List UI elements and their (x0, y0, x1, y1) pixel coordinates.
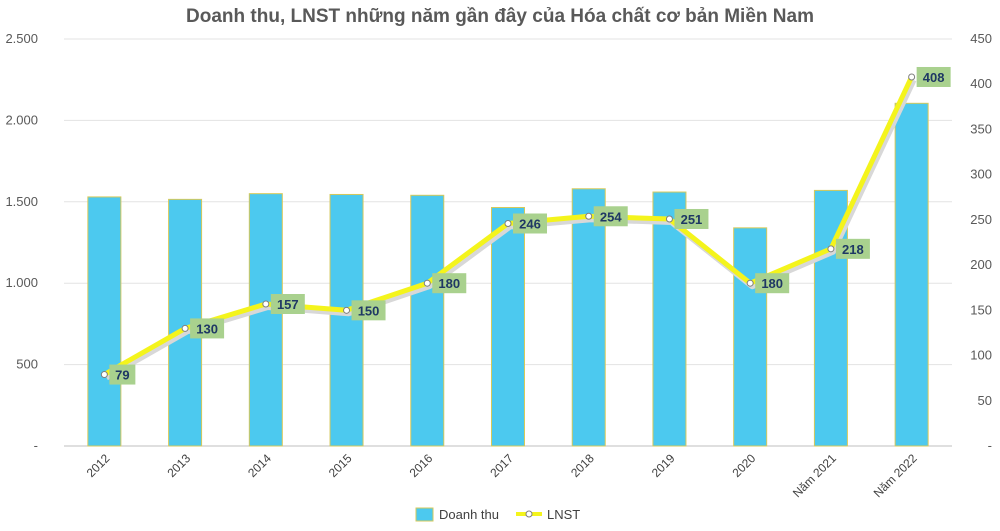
legend-label-lnst: LNST (547, 507, 580, 522)
x-tick-label: Năm 2022 (871, 451, 920, 500)
data-label: 246 (519, 217, 541, 232)
x-tick-label: 2014 (245, 451, 274, 480)
right-tick-label: 150 (970, 302, 992, 317)
bar-series-doanh-thu (87, 102, 929, 447)
x-tick-label: 2018 (568, 451, 597, 480)
legend-swatch-doanh-thu (415, 507, 434, 522)
line-point (181, 324, 189, 332)
data-label-box (835, 238, 870, 259)
data-label-box (190, 318, 225, 339)
right-tick-label: 100 (970, 348, 992, 363)
data-label-box (109, 364, 136, 385)
data-label: 157 (277, 297, 299, 312)
data-label: 254 (600, 209, 622, 224)
left-tick-label: 500 (16, 357, 38, 372)
x-tick-label: Năm 2021 (790, 451, 839, 500)
data-label-box (513, 213, 547, 234)
right-axis: - 50 100 150 200 250 300 350 400 450 (970, 31, 992, 453)
data-label: 150 (358, 303, 380, 318)
x-tick-label: 2017 (487, 451, 516, 480)
bar (652, 191, 687, 447)
data-label-box (593, 206, 628, 227)
line-point (585, 212, 593, 220)
bar (894, 102, 929, 447)
bar (410, 194, 445, 447)
x-tick-label: 2013 (164, 451, 193, 480)
x-tick-label: 2012 (84, 451, 113, 480)
bar (571, 188, 606, 447)
line-point (665, 215, 673, 223)
right-tick-label: 50 (978, 393, 992, 408)
line-point (423, 279, 431, 287)
left-tick-label: 2.500 (5, 31, 38, 46)
line-point (827, 245, 835, 253)
data-label: 251 (681, 212, 703, 227)
line-point (100, 371, 108, 379)
legend: Doanh thu LNST (415, 507, 580, 522)
data-label: 408 (923, 70, 945, 85)
data-label-box (432, 273, 467, 294)
x-tick-label: 2016 (407, 451, 436, 480)
bar (733, 227, 768, 447)
data-labels: 79 130 157 150 180 246 254 251 180 218 408 (109, 66, 951, 385)
legend-marker-lnst (525, 510, 533, 518)
legend-label-doanh-thu: Doanh thu (439, 507, 499, 522)
data-label-box (351, 300, 386, 321)
bar (491, 206, 525, 447)
line-point (343, 306, 351, 314)
line-point (504, 220, 512, 228)
bar (248, 193, 283, 447)
x-axis: 2012 2013 2014 2015 2016 2017 2018 2019 2020 Năm … (84, 451, 920, 500)
data-label-box (755, 273, 790, 294)
left-tick-label: 1.500 (5, 194, 38, 209)
right-tick-label: 400 (970, 76, 992, 91)
line-point (908, 73, 916, 81)
x-tick-label: 2020 (730, 451, 759, 480)
data-label: 130 (196, 321, 218, 336)
data-label-box (916, 66, 951, 87)
line-point (746, 279, 754, 287)
left-tick-label: 2.000 (5, 112, 38, 127)
left-tick-label: 1.000 (5, 275, 38, 290)
line-point (262, 300, 270, 308)
left-tick-label: - (34, 438, 38, 453)
right-tick-label: 200 (970, 257, 992, 272)
x-tick-label: 2019 (649, 451, 678, 480)
right-tick-label: 450 (970, 31, 992, 46)
chart-title: Doanh thu, LNST những năm gần đây của Hó… (186, 6, 814, 27)
data-label: 218 (842, 242, 864, 257)
data-label-box (270, 294, 305, 315)
right-tick-label: - (988, 438, 992, 453)
right-tick-label: 250 (970, 212, 992, 227)
data-label: 180 (438, 276, 460, 291)
left-axis: - 500 1.000 1.500 2.000 2.500 (5, 31, 38, 453)
data-label: 180 (761, 276, 783, 291)
data-label-box (674, 208, 709, 229)
right-tick-label: 300 (970, 167, 992, 182)
right-tick-label: 350 (970, 121, 992, 136)
bar (87, 196, 122, 447)
data-label: 79 (115, 368, 129, 383)
x-tick-label: 2015 (326, 451, 355, 480)
